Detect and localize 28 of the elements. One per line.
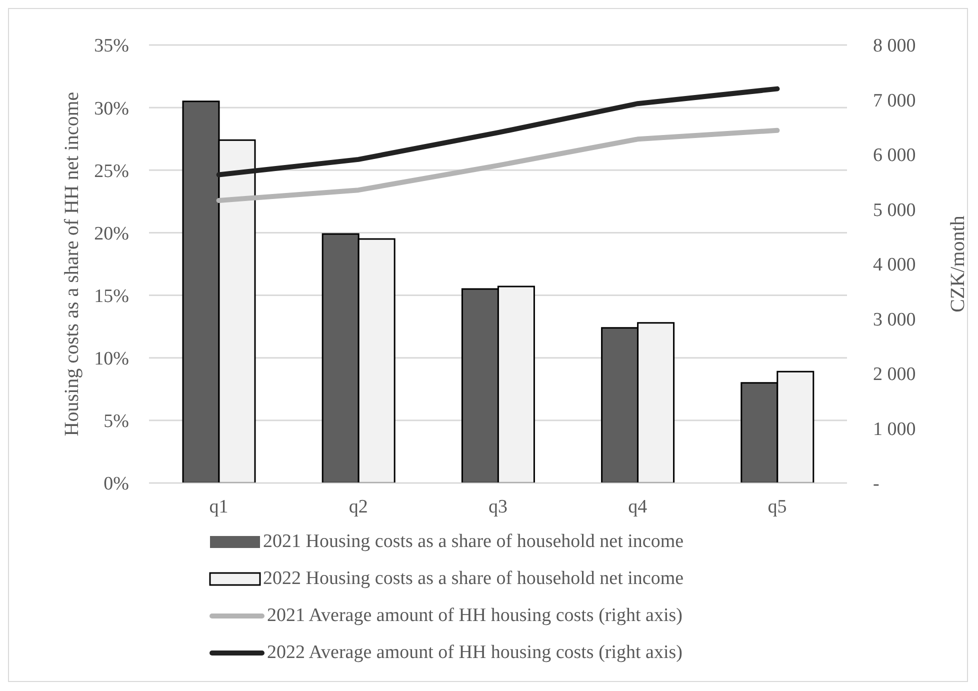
legend-label: 2022 Average amount of HH housing costs (right axis) (267, 642, 682, 664)
legend-label: 2021 Average amount of HH housing costs (right axis) (267, 604, 682, 626)
y2-tick-label: 5 000 (873, 200, 916, 221)
y-axis-title: Housing costs as a share of HH net income (61, 92, 84, 436)
x-tick-label: q4 (628, 496, 648, 518)
y2-tick-label: 2 000 (873, 364, 916, 386)
y-tick-label: 30% (94, 98, 130, 120)
y-tick-label: 20% (94, 223, 130, 244)
y2-tick-label: - (873, 474, 880, 495)
legend-label: 2022 Housing costs as a share of household net income (263, 568, 684, 590)
y-tick-label: 25% (94, 160, 130, 182)
x-tick-label: q1 (209, 496, 228, 518)
x-tick-label: q5 (768, 496, 787, 518)
y2-tick-label: 1 000 (873, 418, 916, 440)
y2-tick-label: 8 000 (873, 36, 916, 57)
y2-tick-label: 3 000 (873, 309, 916, 330)
legend-label: 2021 Housing costs as a share of household net income (263, 530, 684, 552)
x-tick-label: q2 (348, 496, 368, 518)
y-tick-label: 0% (104, 474, 130, 495)
y-tick-label: 35% (94, 36, 130, 57)
y2-tick-label: 4 000 (873, 254, 916, 276)
y2-axis-title: CZK/month (947, 216, 970, 312)
y-tick-label: 15% (94, 286, 130, 308)
y-tick-label: 10% (94, 348, 130, 370)
y2-tick-label: 7 000 (873, 90, 916, 112)
x-tick-label: q3 (488, 496, 508, 518)
y-tick-label: 5% (104, 411, 130, 432)
y2-tick-label: 6 000 (873, 145, 916, 166)
